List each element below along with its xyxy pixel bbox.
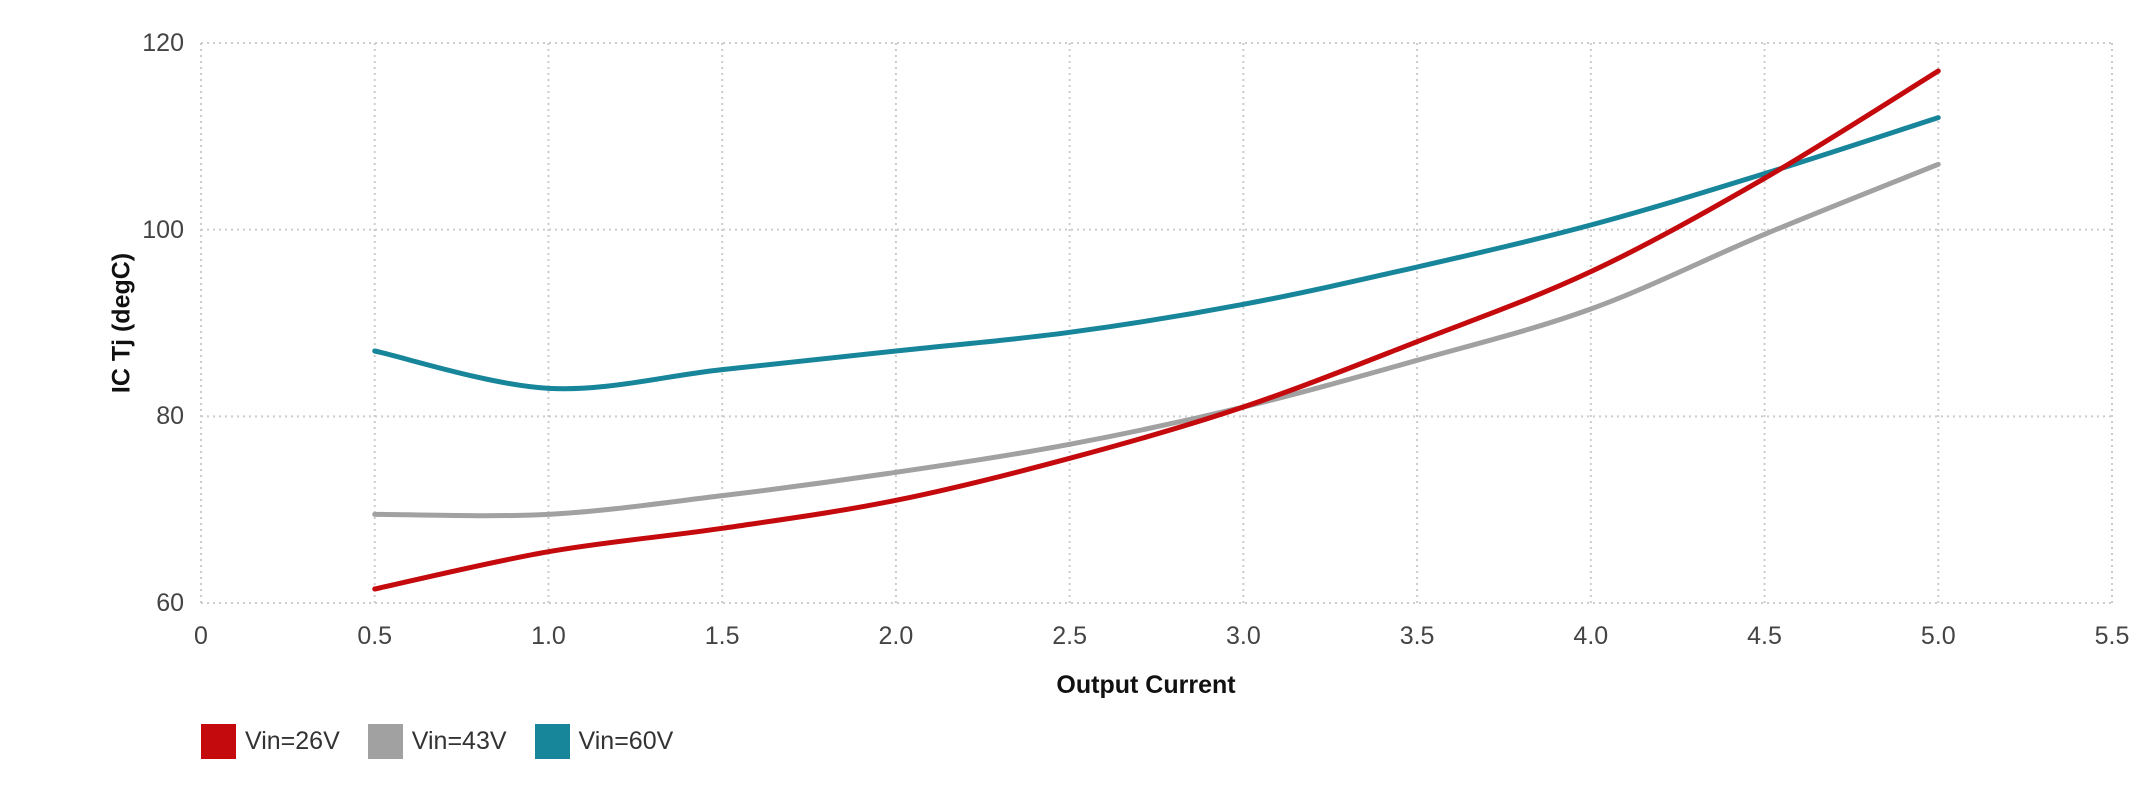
x-tick-label: 4.5 — [1747, 622, 1782, 650]
x-tick-label: 2.0 — [878, 622, 914, 650]
legend-label: Vin=60V — [578, 727, 674, 755]
y-tick-label: 100 — [142, 215, 184, 244]
legend-swatch-icon — [367, 724, 403, 759]
legend-label: Vin=43V — [411, 727, 507, 755]
series-line-vin-60v — [372, 115, 1941, 392]
x-tick-label: 5.5 — [2094, 622, 2130, 650]
x-tick-label: 3.0 — [1225, 622, 1261, 650]
legend-item-vin-26v[interactable]: Vin=26V — [201, 724, 340, 759]
legend-label: Vin=26V — [245, 727, 340, 755]
x-tick-label: 1.5 — [704, 622, 740, 650]
x-tick-label: 5.0 — [1920, 622, 1956, 650]
x-tick-label: 1.0 — [531, 622, 566, 650]
legend-item-vin-43v[interactable]: Vin=43V — [367, 724, 507, 759]
x-tick-label: 4.0 — [1573, 622, 1609, 650]
x-axis-title: Output Current — [1056, 671, 1236, 699]
legend: Vin=26V Vin=43V Vin=60V — [201, 724, 673, 759]
y-tick-label: 80 — [156, 402, 184, 431]
legend-item-vin-60v[interactable]: Vin=60V — [534, 724, 674, 759]
y-tick-label: 60 — [156, 589, 184, 617]
x-tick-label: 0 — [194, 622, 208, 650]
series-line-vin-43v — [372, 161, 1941, 519]
legend-swatch-icon — [534, 724, 570, 759]
series-line-vin-26v — [372, 68, 1941, 592]
legend-swatch-icon — [201, 724, 236, 759]
x-tick-label: 3.5 — [1399, 622, 1435, 650]
x-tick-label: 0.5 — [357, 622, 393, 650]
y-tick-label: 120 — [142, 29, 184, 57]
y-axis-title: IC Tj (degC) — [107, 252, 136, 394]
x-tick-label: 2.5 — [1052, 622, 1087, 650]
